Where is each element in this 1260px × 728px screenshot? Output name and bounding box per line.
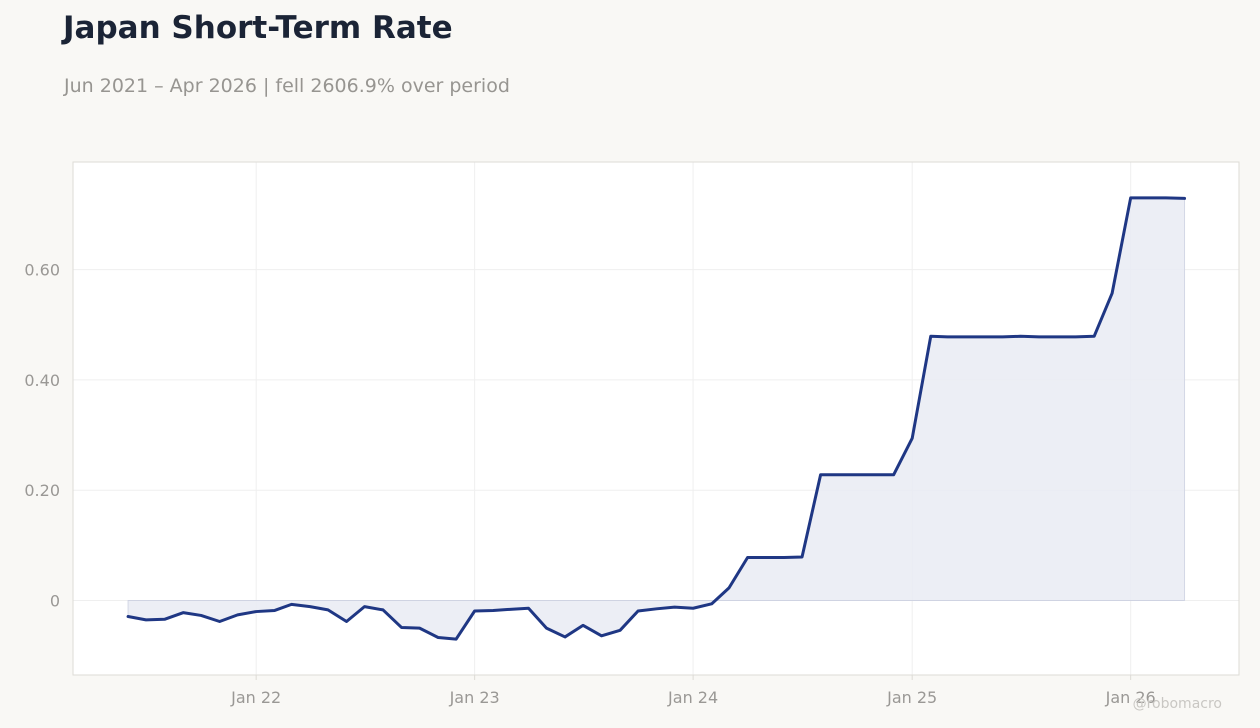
x-axis-tick-labels: Jan 22 Jan 23 Jan 24 Jan 25 Jan 26 [230,675,1156,707]
data-point [911,437,913,439]
data-point [801,556,803,558]
data-point [600,635,602,637]
data-point [527,607,529,609]
series-line [126,196,1187,641]
data-point [1129,197,1131,199]
chart-title: Japan Short-Term Rate [63,10,453,46]
x-tick-label: Jan 26 [1105,688,1156,707]
x-tick-label: Jan 25 [886,688,937,707]
data-point [892,474,894,476]
chart-subtitle: Jun 2021 – Apr 2026 | fell 2606.9% over … [64,75,510,97]
x-tick-label: Jan 24 [667,688,718,707]
y-tick-label: 0.40 [24,371,60,390]
data-point [1093,335,1095,337]
data-point [692,607,694,609]
data-point [509,608,511,610]
data-point [255,610,257,612]
data-point [637,610,639,612]
watermark: @robomacro [1132,696,1222,712]
data-point [492,609,494,611]
data-point [819,474,821,476]
data-point [1074,336,1076,338]
data-point [274,609,276,611]
data-point [1001,336,1003,338]
data-point [582,624,584,626]
data-point [418,627,420,629]
data-point [1056,336,1058,338]
data-point [983,336,985,338]
data-point [345,620,347,622]
data-point [182,611,184,613]
data-point [236,614,238,616]
data-point [673,606,675,608]
data-point [309,605,311,607]
data-point [783,556,785,558]
data-point [874,474,876,476]
data-point [838,474,840,476]
data-point [473,610,475,612]
data-point [1038,336,1040,338]
y-axis-tick-labels: 0 0.20 0.40 0.60 [24,261,60,611]
y-tick-label: 0.20 [24,481,60,500]
data-point [327,609,329,611]
x-tick-label: Jan 23 [449,688,500,707]
y-tick-label: 0.60 [24,261,60,280]
data-point [290,603,292,605]
data-point [1148,197,1150,199]
data-point [946,336,948,338]
data-point [710,603,712,605]
data-point [163,618,165,620]
data-point [746,556,748,558]
data-point [127,615,129,617]
data-point [619,629,621,631]
data-point [1019,335,1021,337]
data-point [655,608,657,610]
data-point [1183,197,1185,199]
data-point [965,336,967,338]
data-point [218,620,220,622]
data-point [930,335,932,337]
data-point [764,556,766,558]
data-point [1111,292,1113,294]
data-point [545,627,547,629]
data-point [437,636,439,638]
data-point [382,609,384,611]
data-point [728,587,730,589]
data-point [856,474,858,476]
y-tick-label: 0 [50,592,60,611]
data-point [145,619,147,621]
x-tick-label: Jan 22 [230,688,281,707]
data-point [564,636,566,638]
plot-border [72,161,1240,676]
data-point [400,626,402,628]
data-point [455,638,457,640]
data-point [200,614,202,616]
data-point [1165,197,1167,199]
data-point [363,605,365,607]
